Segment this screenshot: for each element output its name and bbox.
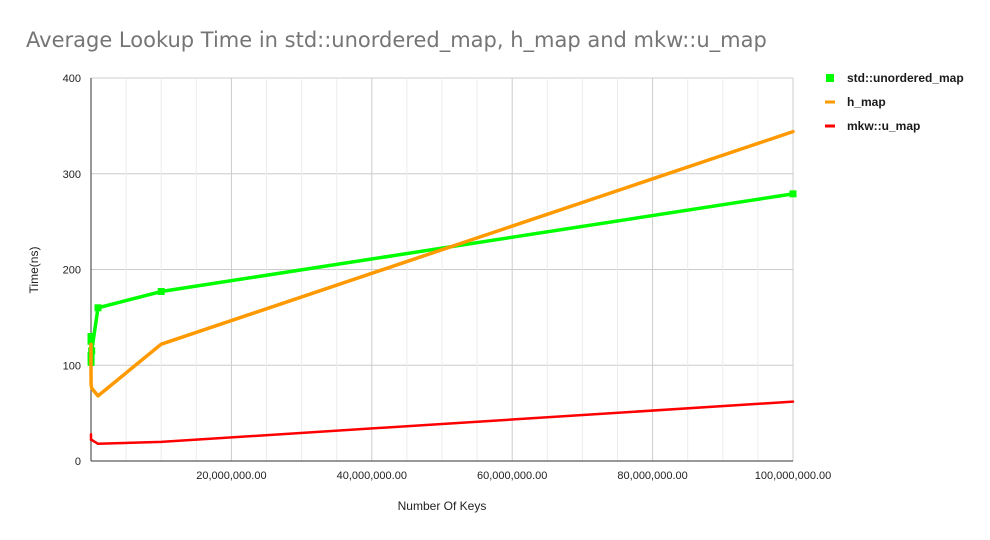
legend-label: h_map	[847, 95, 886, 109]
chart-title: Average Lookup Time in std::unordered_ma…	[26, 28, 767, 52]
y-tick-label: 200	[63, 265, 81, 277]
legend-label: std::unordered_map	[847, 71, 964, 85]
x-axis-label: Number Of Keys	[398, 499, 487, 513]
x-tick-label: 80,000,000.00	[617, 470, 687, 482]
y-tick-label: 400	[63, 73, 81, 85]
axes	[90, 78, 793, 462]
x-tick-label: 40,000,000.00	[337, 470, 407, 482]
y-axis-label: Time(ns)	[27, 247, 41, 294]
tick-labels: 0 100 200 300 400 20,000,000.00 40,000,000.00 6…	[63, 73, 832, 482]
y-tick-label: 0	[75, 456, 81, 468]
legend-swatch	[826, 74, 834, 82]
y-tick-label: 100	[63, 360, 81, 372]
x-tick-label: 100,000,000.00	[755, 470, 831, 482]
gridlines	[91, 77, 794, 461]
x-tick-label: 20,000,000.00	[196, 470, 266, 482]
series-line-2	[89, 129, 795, 398]
series-line-3	[89, 400, 795, 446]
data-point	[87, 337, 95, 345]
data-point	[789, 190, 797, 198]
legend-label: mkw::u_map	[847, 119, 920, 133]
series-lines	[87, 129, 797, 446]
y-tick-label: 300	[63, 169, 81, 181]
data-point	[94, 304, 102, 312]
data-point	[87, 333, 95, 341]
data-point	[157, 288, 165, 296]
x-tick-label: 60,000,000.00	[477, 470, 547, 482]
